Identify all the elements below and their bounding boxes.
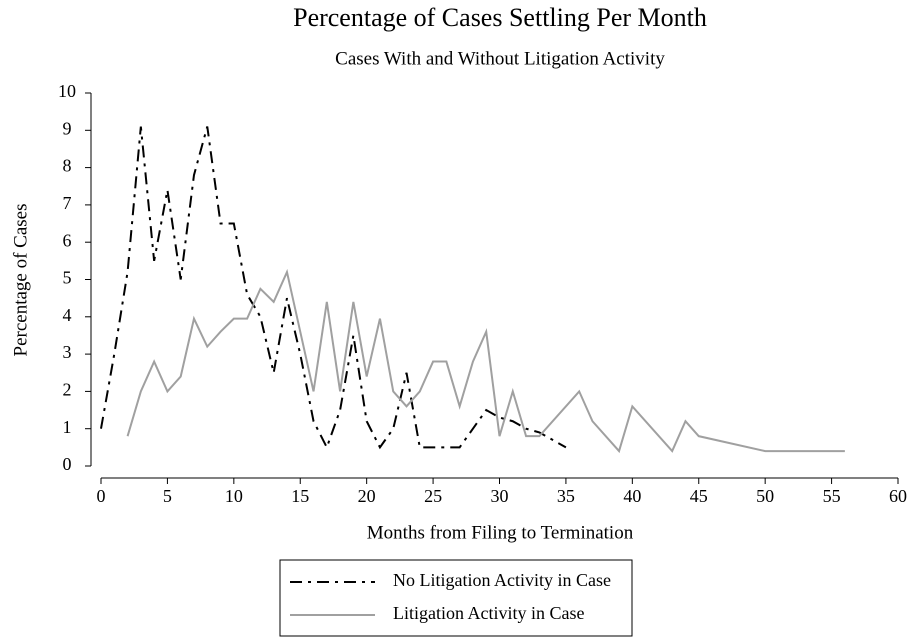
x-tick-label: 50 bbox=[756, 486, 774, 506]
x-tick-label: 0 bbox=[97, 486, 106, 506]
y-tick-label: 10 bbox=[58, 81, 76, 101]
y-tick-label: 4 bbox=[63, 305, 72, 325]
x-tick-label: 60 bbox=[889, 486, 907, 506]
x-axis-title: Months from Filing to Termination bbox=[367, 522, 634, 543]
y-tick-label: 5 bbox=[63, 268, 72, 288]
x-tick-label: 10 bbox=[225, 486, 243, 506]
x-tick-label: 30 bbox=[491, 486, 509, 506]
chart-title: Percentage of Cases Settling Per Month bbox=[293, 3, 707, 32]
legend-box bbox=[279, 559, 633, 637]
series-line bbox=[126, 268, 845, 454]
x-tick-label: 55 bbox=[823, 486, 841, 506]
legend-label: Litigation Activity in Case bbox=[393, 603, 584, 623]
x-tick-label: 15 bbox=[291, 486, 309, 506]
chart-subtitle: Cases With and Without Litigation Activi… bbox=[335, 48, 665, 69]
y-tick-label: 0 bbox=[63, 454, 72, 474]
x-tick-label: 25 bbox=[424, 486, 442, 506]
y-tick-label: 6 bbox=[63, 230, 72, 250]
y-tick-label: 2 bbox=[63, 380, 72, 400]
x-tick-label: 40 bbox=[623, 486, 641, 506]
y-tick-label: 7 bbox=[63, 193, 72, 213]
legend-label: No Litigation Activity in Case bbox=[393, 570, 611, 590]
y-tick-label: 1 bbox=[63, 417, 72, 437]
x-tick-label: 20 bbox=[358, 486, 376, 506]
y-tick-label: 9 bbox=[63, 118, 72, 138]
y-tick-label: 8 bbox=[63, 156, 72, 176]
series-line bbox=[100, 126, 567, 450]
y-tick-label: 3 bbox=[63, 342, 72, 362]
x-tick-label: 45 bbox=[690, 486, 708, 506]
x-tick-label: 35 bbox=[557, 486, 575, 506]
x-tick-label: 5 bbox=[163, 486, 172, 506]
y-axis-title: Percentage of Cases bbox=[10, 204, 31, 357]
